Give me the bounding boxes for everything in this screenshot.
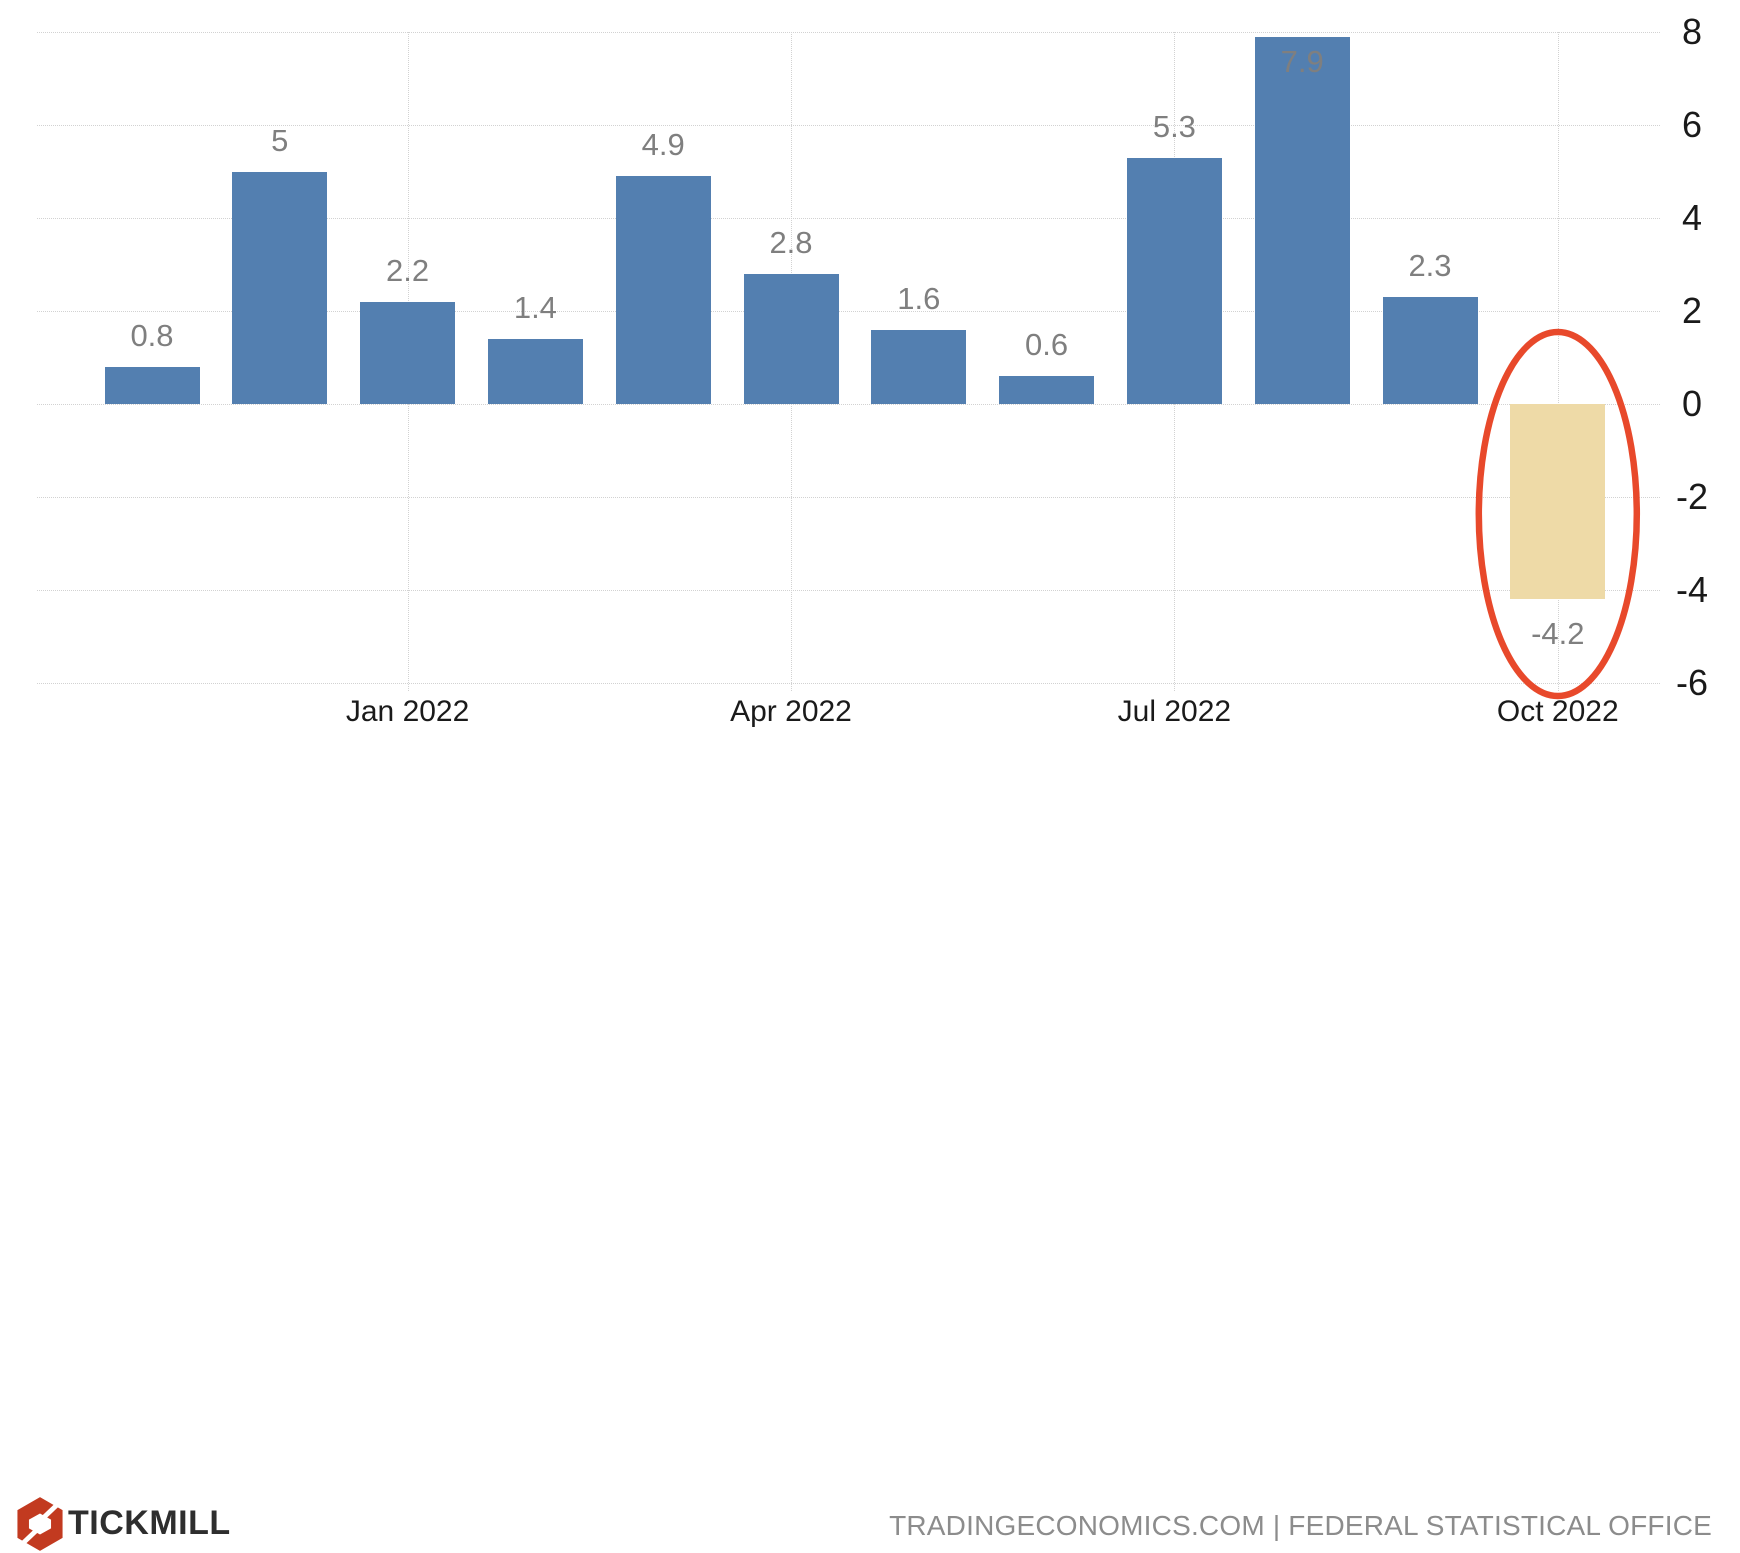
bar bbox=[615, 176, 711, 404]
x-tick-label: Apr 2022 bbox=[730, 695, 852, 728]
y-tick-label: 2 bbox=[1681, 290, 1703, 331]
gridline-h bbox=[37, 683, 1660, 684]
bar-value-label: 2.3 bbox=[1408, 248, 1452, 284]
gridline-h bbox=[37, 404, 1660, 405]
bar bbox=[487, 338, 583, 404]
gridline-h bbox=[37, 218, 1660, 219]
footer: TICKMILL TRADINGECONOMICS.COM | FEDERAL … bbox=[0, 740, 1740, 1551]
y-tick-label: 0 bbox=[1681, 383, 1703, 424]
tickmill-wordmark: TICKMILL bbox=[68, 1504, 231, 1542]
bar bbox=[871, 329, 967, 404]
bar-value-label: 0.8 bbox=[130, 317, 174, 353]
bar-value-label: 7.9 bbox=[1280, 43, 1324, 79]
x-tick-label: Oct 2022 bbox=[1496, 695, 1619, 728]
gridline-h bbox=[37, 125, 1660, 126]
bar bbox=[232, 171, 328, 404]
bar bbox=[1254, 36, 1350, 404]
bar bbox=[104, 366, 200, 404]
bar bbox=[743, 273, 839, 404]
gridline-h bbox=[37, 311, 1660, 312]
bar-value-label: -4.2 bbox=[1531, 616, 1585, 652]
bar bbox=[1510, 404, 1606, 600]
bar-value-label: 5.3 bbox=[1152, 108, 1196, 144]
y-tick-label: -2 bbox=[1675, 476, 1708, 517]
bar bbox=[999, 376, 1095, 404]
y-tick-label: -4 bbox=[1675, 569, 1708, 610]
source-attribution[interactable]: TRADINGECONOMICS.COM | FEDERAL STATISTIC… bbox=[889, 1510, 1712, 1541]
bar-value-label: 5 bbox=[271, 122, 289, 158]
y-tick-label: 6 bbox=[1681, 104, 1703, 145]
y-tick-label: 8 bbox=[1681, 11, 1703, 52]
bar-value-label: 1.4 bbox=[513, 289, 557, 325]
x-tick-label: Jul 2022 bbox=[1117, 695, 1232, 728]
gridline-h bbox=[37, 497, 1660, 498]
x-tick-label: Jan 2022 bbox=[345, 695, 470, 728]
bar bbox=[360, 301, 456, 404]
bar-value-label: 0.6 bbox=[1025, 327, 1069, 363]
tickmill-hex-icon bbox=[17, 1497, 63, 1551]
bar bbox=[1382, 297, 1478, 404]
monthly-change-bar-chart: 0.8 5 2.2 1.4 4.9 2.8 1.6 0.6 5.3 7.9 2.3 -4.2 Jan 2… bbox=[37, 11, 1708, 728]
y-tick-label: 4 bbox=[1681, 197, 1703, 238]
bar-value-label: 1.6 bbox=[897, 280, 941, 316]
y-tick-label: -6 bbox=[1675, 662, 1708, 703]
gridline-h bbox=[37, 32, 1660, 33]
bar-value-label: 2.2 bbox=[386, 252, 430, 288]
bar-value-label: 4.9 bbox=[641, 127, 685, 163]
bar-value-label: 2.8 bbox=[769, 224, 813, 260]
bar bbox=[1126, 157, 1222, 404]
gridline-h bbox=[37, 590, 1660, 591]
